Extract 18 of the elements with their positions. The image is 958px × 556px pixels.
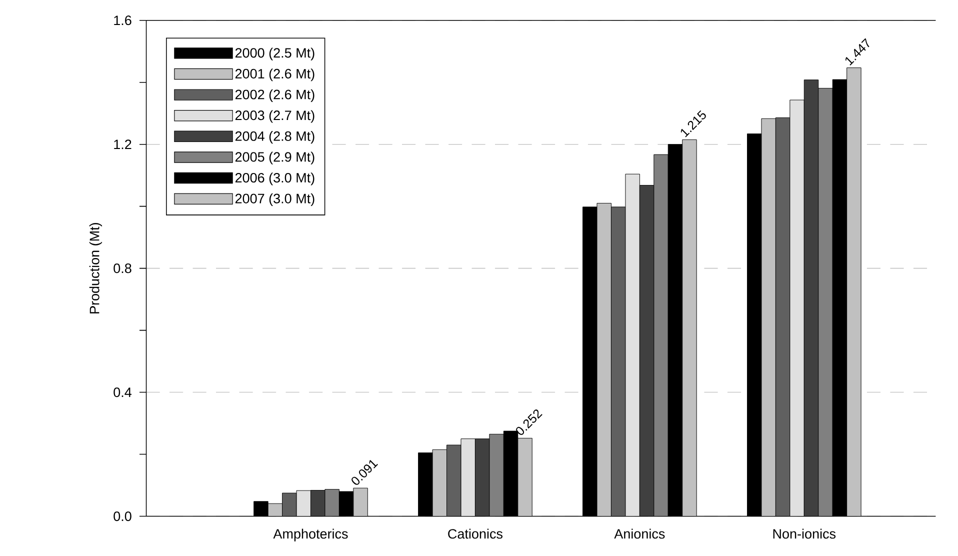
legend-label: 2007 (3.0 Mt) bbox=[235, 193, 314, 206]
y-tick-label: 0.4 bbox=[114, 388, 132, 398]
y-tick-label: 1.6 bbox=[114, 16, 132, 26]
x-tick-label: Cationics bbox=[448, 528, 502, 539]
legend-label: 2000 (2.5 Mt) bbox=[235, 48, 314, 60]
legend-label: 2006 (3.0 Mt) bbox=[235, 172, 314, 186]
legend-label: 2001 (2.6 Mt) bbox=[235, 68, 314, 82]
legend-label: 2002 (2.6 Mt) bbox=[235, 89, 314, 102]
legend-label: 2004 (2.8 Mt) bbox=[235, 131, 314, 144]
legend-label: 2003 (2.7 Mt) bbox=[235, 110, 314, 123]
y-tick-label: 0.8 bbox=[114, 264, 132, 274]
y-axis-title: Production (Mt) bbox=[89, 222, 102, 314]
y-tick-label: 1.2 bbox=[114, 140, 132, 150]
y-tick-label: 0.0 bbox=[114, 511, 132, 522]
x-tick-label: Anionics bbox=[614, 528, 665, 539]
x-tick-label: Non-ionics bbox=[773, 528, 836, 539]
legend-label: 2005 (2.9 Mt) bbox=[235, 152, 314, 164]
x-tick-label: Amphoterics bbox=[273, 528, 348, 542]
